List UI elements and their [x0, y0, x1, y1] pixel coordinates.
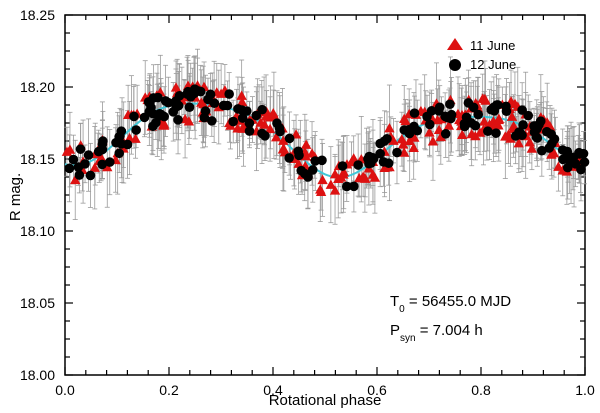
data-point-12june [530, 127, 540, 137]
y-axis-title: R mag. [7, 173, 24, 221]
data-point-12june [375, 149, 385, 159]
data-point-12june [544, 143, 554, 153]
svg-text:18.15: 18.15 [20, 151, 55, 167]
data-point-12june [425, 120, 435, 130]
legend-label-12june: 12 June [470, 57, 516, 72]
data-point-12june [392, 148, 402, 158]
chart-container: 0.0 0.2 0.4 0.6 0.8 1.0 18.00 18.05 18.10 18.15 18… [0, 0, 600, 413]
data-point-12june [117, 139, 127, 149]
data-point-12june [76, 144, 86, 154]
data-point-12june [492, 100, 502, 110]
svg-text:18.20: 18.20 [20, 79, 55, 95]
data-point-12june [410, 108, 420, 118]
data-point-12june [558, 145, 568, 155]
data-point-12june [97, 160, 107, 170]
data-point-12june [75, 170, 85, 180]
data-point-12june [175, 91, 185, 101]
data-point-12june [317, 156, 327, 166]
data-point-12june [293, 147, 303, 157]
data-point-12june [131, 125, 141, 135]
data-point-12june [409, 122, 419, 132]
data-point-12june [563, 163, 573, 173]
data-point-12june [580, 157, 590, 167]
data-point-12june [129, 112, 139, 122]
data-point-12june [338, 161, 348, 171]
data-point-12june [536, 116, 546, 126]
x-axis-title: Rotational phase [269, 392, 382, 409]
data-point-12june [114, 148, 124, 158]
data-point-12june [65, 164, 75, 174]
svg-text:0.2: 0.2 [159, 382, 179, 398]
svg-text:0.0: 0.0 [55, 382, 75, 398]
svg-text:18.10: 18.10 [20, 223, 55, 239]
data-point-12june [342, 182, 352, 192]
data-point-12june [171, 102, 181, 112]
data-point-12june [161, 96, 171, 106]
data-point-12june [375, 139, 385, 149]
data-point-12june [200, 113, 210, 123]
data-point-12june [542, 127, 552, 137]
data-point-12june [445, 99, 455, 109]
data-point-12june [228, 117, 238, 127]
data-point-12june [146, 103, 156, 113]
data-point-12june [224, 89, 234, 99]
data-point-12june [558, 155, 568, 165]
data-point-12june [483, 126, 493, 136]
data-point-12june [574, 148, 584, 158]
data-point-12june [275, 123, 285, 133]
svg-text:18.05: 18.05 [20, 295, 55, 311]
data-point-12june [210, 98, 220, 108]
data-point-12june [206, 90, 216, 100]
data-point-12june [469, 103, 479, 113]
data-point-12june [284, 153, 294, 163]
legend-marker-12june [449, 59, 461, 71]
data-point-12june [443, 113, 453, 123]
data-point-12june [460, 122, 470, 132]
svg-text:1.0: 1.0 [575, 382, 595, 398]
data-point-12june [364, 152, 374, 162]
svg-text:18.25: 18.25 [20, 7, 55, 23]
data-point-12june [84, 150, 94, 160]
data-point-12june [285, 134, 295, 144]
data-point-12june [501, 102, 511, 112]
data-point-12june [353, 160, 363, 170]
data-point-12june [516, 129, 526, 139]
data-point-12june [148, 121, 158, 131]
svg-text:0.8: 0.8 [471, 382, 491, 398]
data-point-12june [523, 111, 533, 121]
data-point-12june [185, 102, 195, 112]
data-point-12june [69, 155, 79, 165]
data-point-12june [257, 129, 267, 139]
data-point-12june [86, 171, 96, 181]
data-point-12june [196, 87, 206, 97]
data-point-12june [80, 159, 90, 169]
data-point-12june [257, 105, 267, 115]
data-point-12june [117, 126, 127, 136]
data-point-12june [154, 111, 164, 121]
light-curve-plot: 0.0 0.2 0.4 0.6 0.8 1.018.0018.0518.1018.1518… [0, 0, 600, 413]
data-point-12june [98, 145, 108, 155]
data-point-12june [441, 129, 451, 139]
data-point-12june [491, 128, 501, 138]
data-point-12june [384, 158, 394, 168]
legend-label-11june: 11 June [470, 38, 515, 53]
data-point-12june [173, 115, 183, 125]
data-point-12june [550, 134, 560, 144]
data-point-12june [223, 101, 233, 111]
data-point-12june [237, 105, 247, 115]
svg-text:18.00: 18.00 [20, 367, 55, 383]
data-point-12june [303, 172, 313, 182]
data-point-12june [518, 120, 528, 130]
